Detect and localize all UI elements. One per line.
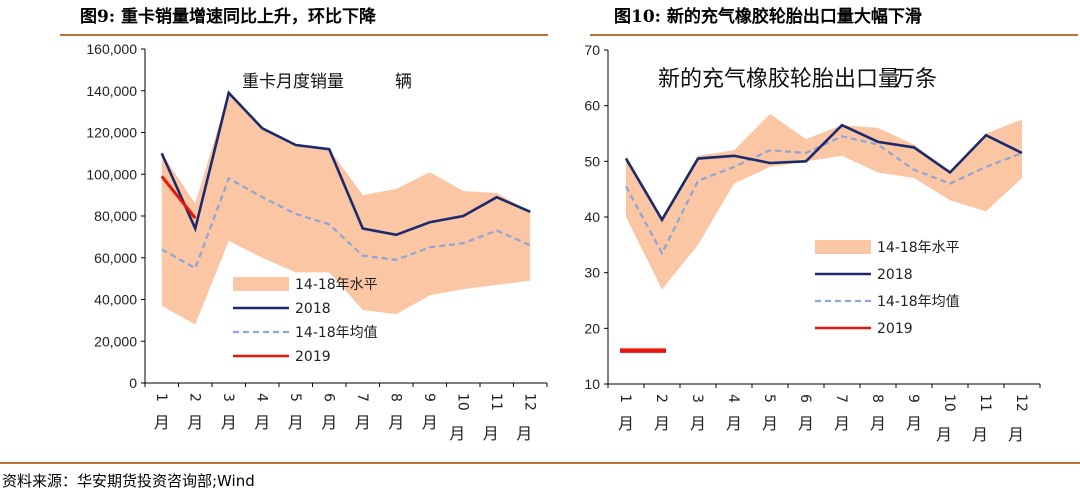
series-line-2019 [160,175,197,220]
y-tick-label: 40 [584,209,600,225]
source-note: 资料来源：华安期货投资咨询部;Wind [2,472,255,490]
y-tick-label: 10 [584,376,600,392]
x-tick-label-unit: 月 [834,414,850,433]
y-tick-label: 140,000 [86,83,137,99]
x-tick-label-unit: 月 [798,414,814,433]
x-tick-label-number: 1 [617,394,633,403]
y-tick-label: 30 [584,265,600,281]
x-tick-label-unit: 月 [516,424,532,443]
right-figure-title: 图10: 新的充气橡胶轮胎出口量大幅下滑 [614,7,922,27]
right-title-rule [590,34,1078,36]
x-tick-label-number: 12 [1013,394,1029,412]
chart-unit: 辆 [395,72,412,92]
chart-title: 新的充气橡胶轮胎出口量 [658,67,900,92]
x-tick-label-number: 3 [689,394,705,403]
legend-item-band-label: 14-18年水平 [295,277,378,293]
x-tick-label-unit: 月 [654,414,670,433]
x-tick-label-number: 6 [797,394,813,403]
x-tick-label-number: 7 [354,393,370,402]
legend-item-band-swatch [233,277,289,291]
x-tick-label-unit: 月 [221,413,237,432]
x-tick-label-unit: 月 [388,413,404,432]
x-tick-label-unit: 月 [321,413,337,432]
x-tick-label-number: 9 [905,394,921,403]
legend-item-band-label: 14-18年水平 [877,240,960,256]
left-title-rule [60,34,548,36]
x-tick-label-unit: 月 [422,413,438,432]
x-tick-label-number: 3 [220,393,236,402]
legend-item-average-label: 14-18年均值 [295,325,378,341]
x-tick-label-number: 5 [761,394,777,403]
x-tick-label-number: 7 [833,394,849,403]
x-tick-label-unit: 月 [187,413,203,432]
source-rule [0,462,1080,464]
x-tick-label-number: 9 [421,393,437,402]
x-tick-label-unit: 月 [870,414,886,433]
y-tick-label: 70 [584,42,600,58]
x-tick-label-unit: 月 [355,413,371,432]
x-tick-label-number: 11 [977,394,993,412]
x-tick-label-number: 10 [941,394,957,412]
y-tick-label: 120,000 [86,125,137,141]
x-tick-label-number: 10 [454,393,470,411]
x-tick-label-unit: 月 [972,425,988,444]
x-tick-label-unit: 月 [936,425,952,444]
x-tick-label-number: 1 [153,393,169,402]
y-tick-label: 40,000 [94,292,137,308]
x-tick-label-number: 8 [387,393,403,402]
y-tick-label: 20 [584,320,600,336]
x-tick-label-number: 5 [287,393,303,402]
legend-item-2018-label: 2018 [295,301,331,317]
band-range-area [161,92,531,325]
x-tick-label-number: 6 [320,393,336,402]
chart-unit: 万条 [893,67,937,92]
legend-item-average-label: 14-18年均值 [877,294,960,310]
series-line-2018 [624,123,1023,223]
x-tick-label-unit: 月 [726,414,742,433]
x-tick-label-unit: 月 [618,414,634,433]
x-tick-label-number: 4 [253,393,269,402]
y-tick-label: 0 [129,375,137,391]
x-tick-label-number: 2 [186,393,202,402]
series-line-average [161,176,531,270]
x-tick-label-number: 4 [725,394,741,403]
chart-title: 重卡月度销量 [242,72,344,92]
y-tick-label: 60 [584,98,600,114]
y-tick-label: 20,000 [94,333,137,349]
left-figure-title: 图9: 重卡销量增速同比上升，环比下降 [80,7,377,27]
x-tick-label-unit: 月 [1008,425,1024,444]
x-tick-label-unit: 月 [906,414,922,433]
y-tick-label: 100,000 [86,166,137,182]
band-range-area [626,114,1022,290]
x-tick-label-number: 2 [653,394,669,403]
legend-item-band-swatch [815,240,871,254]
y-tick-label: 50 [584,153,600,169]
x-tick-label-unit: 月 [449,424,465,443]
y-tick-label: 60,000 [94,250,137,266]
x-tick-label-unit: 月 [254,413,270,432]
series-line-2018 [160,90,531,237]
x-tick-label-number: 8 [869,394,885,403]
x-tick-label-unit: 月 [762,414,778,433]
x-tick-label-unit: 月 [288,413,304,432]
x-tick-label-number: 11 [488,393,504,411]
legend-item-2019-label: 2019 [295,349,331,365]
y-tick-label: 80,000 [94,208,137,224]
legend-item-2018-label: 2018 [877,267,913,283]
legend-item-2019-label: 2019 [877,321,913,337]
y-tick-label: 160,000 [86,41,137,57]
x-tick-label-unit: 月 [690,414,706,433]
x-tick-label-number: 12 [521,393,537,411]
x-tick-label-unit: 月 [483,424,499,443]
x-tick-label-unit: 月 [154,413,170,432]
